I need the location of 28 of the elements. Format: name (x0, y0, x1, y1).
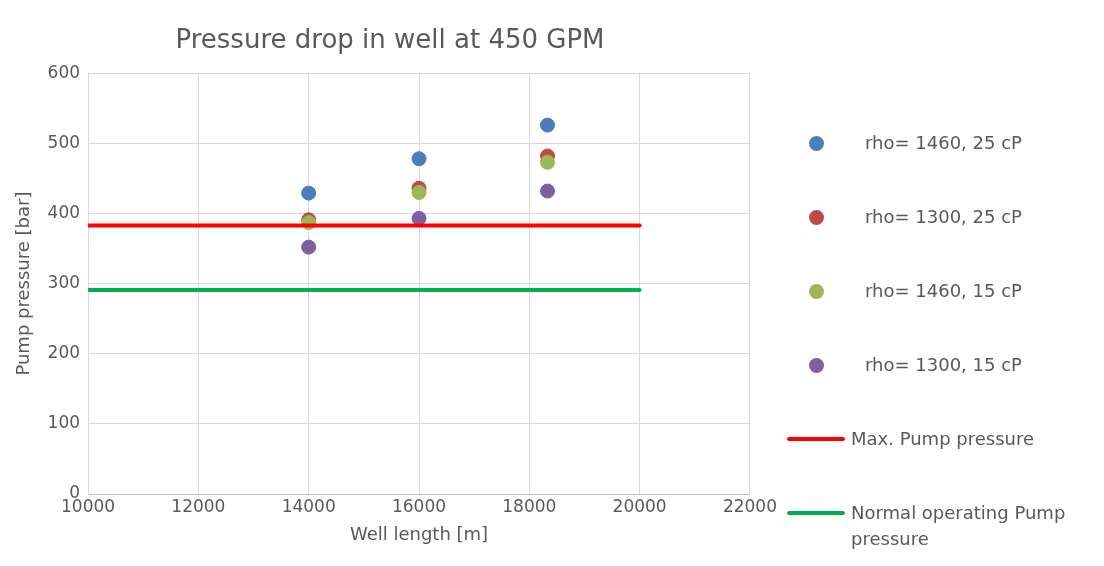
point (540, 117, 556, 133)
point (540, 183, 556, 199)
x-tick-label: 20000 (612, 495, 667, 516)
x-tick-label: 18000 (502, 495, 557, 516)
legend-label: rho= 1460, 15 cP (865, 279, 1022, 303)
y-axis-title: Pump pressure [bar] (12, 191, 34, 376)
x-tick-label: 16000 (391, 495, 447, 516)
y-tick-label: 500 (47, 131, 81, 152)
y-tick-label: 400 (47, 201, 81, 222)
x-tick-label: 22000 (722, 495, 778, 516)
x-tick-label: 12000 (171, 495, 226, 516)
point (411, 184, 427, 200)
y-tick-label: 600 (47, 61, 81, 82)
chart-title: Pressure drop in well at 450 GPM (175, 24, 605, 55)
x-axis-title: Well length [m] (349, 522, 489, 544)
point (540, 154, 556, 170)
x-tick-label: 14000 (281, 495, 336, 516)
y-tick-label: 200 (47, 342, 81, 363)
y-tick-label: 100 (47, 412, 81, 433)
legend-label: rho= 1300, 15 cP (865, 353, 1022, 377)
y-tick-label: 300 (47, 272, 81, 293)
legend-label: Max. Pump pressure (851, 427, 1035, 451)
legend-label: rho= 1300, 25 cP (865, 205, 1022, 229)
legend-label: rho= 1460, 25 cP (865, 131, 1022, 155)
point (301, 239, 317, 255)
point (411, 151, 427, 167)
legend-label: Normal operating Pump pressure (851, 501, 1067, 551)
point (301, 185, 317, 201)
